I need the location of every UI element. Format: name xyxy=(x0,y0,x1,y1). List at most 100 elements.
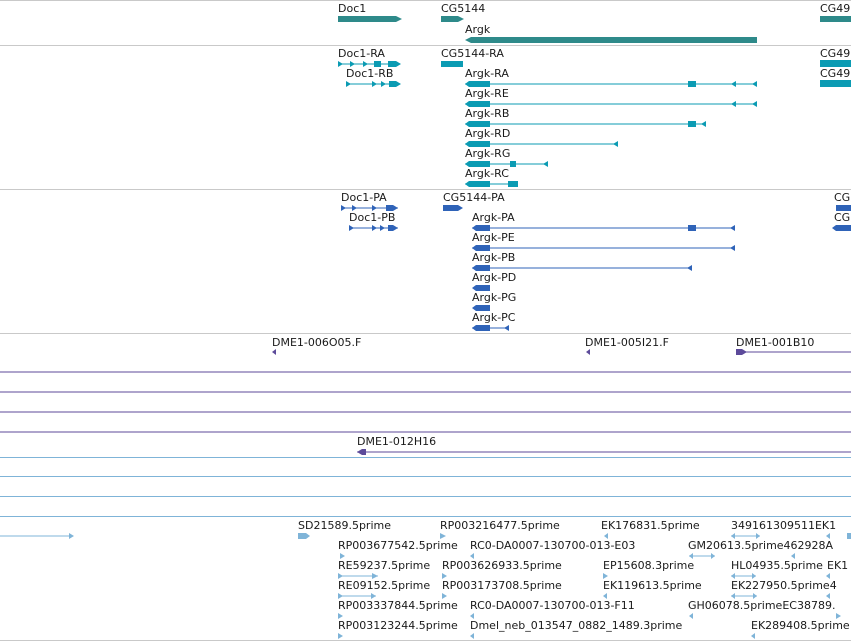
est-glyph[interactable] xyxy=(689,613,693,619)
est-label: Dmel_neb_013547_0882_1489.3prime xyxy=(470,619,683,632)
est-label: RE59237.5prime xyxy=(338,559,431,572)
gene-glyph[interactable] xyxy=(465,37,757,43)
protein-glyph[interactable] xyxy=(341,205,398,211)
transcript-label: Argk-RG xyxy=(465,147,511,160)
protein-glyph[interactable] xyxy=(832,225,851,231)
transcript-label: CG5144-RA xyxy=(441,47,504,60)
transcript-glyph[interactable] xyxy=(465,141,618,147)
bac-glyph[interactable] xyxy=(736,349,851,355)
protein-label: CG xyxy=(834,211,851,224)
gene-label: Argk xyxy=(465,23,491,36)
transcript-glyph[interactable] xyxy=(465,101,757,107)
gene-glyph[interactable] xyxy=(441,16,464,22)
transcript-glyph[interactable] xyxy=(465,121,706,127)
est-glyph[interactable] xyxy=(338,613,343,619)
est-glyph[interactable] xyxy=(603,593,607,599)
est-label: RP003216477.5prime xyxy=(440,519,560,532)
transcript-glyph[interactable] xyxy=(465,81,757,87)
transcript-glyph[interactable] xyxy=(346,81,401,87)
est-glyph[interactable] xyxy=(731,533,760,539)
bac-glyph[interactable] xyxy=(272,349,276,355)
transcript-glyph[interactable] xyxy=(338,61,401,67)
transcript-glyph[interactable] xyxy=(465,161,548,167)
est-glyph[interactable] xyxy=(470,633,474,639)
transcript-label: Argk-RD xyxy=(465,127,511,140)
protein-label: Argk-PA xyxy=(472,211,515,224)
protein-glyph[interactable] xyxy=(472,245,735,251)
transcript-label: Doc1-RA xyxy=(338,47,385,60)
transcript-label: CG49 xyxy=(820,47,851,60)
protein-glyphs xyxy=(341,205,851,331)
protein-glyph[interactable] xyxy=(472,285,490,291)
est-glyph[interactable] xyxy=(603,573,608,579)
protein-glyph[interactable] xyxy=(472,225,735,231)
est-glyph[interactable] xyxy=(847,533,851,539)
transcript-label: Argk-RA xyxy=(465,67,509,80)
est-label: SD21589.5prime xyxy=(298,519,391,532)
est-glyphs xyxy=(0,457,851,639)
transcript-label: Doc1-RB xyxy=(346,67,394,80)
protein-label: Argk-PG xyxy=(472,291,517,304)
est-glyph[interactable] xyxy=(340,553,345,559)
est-glyph[interactable] xyxy=(731,593,757,599)
est-glyph[interactable] xyxy=(689,553,715,559)
est-label: GM20613.5prime462928A xyxy=(688,539,834,552)
est-label: GH06078.5primeEC38789. xyxy=(688,599,836,612)
est-glyph[interactable] xyxy=(442,593,447,599)
protein-glyph[interactable] xyxy=(472,265,692,271)
est-glyph[interactable] xyxy=(298,533,310,539)
est-glyph[interactable] xyxy=(826,593,830,599)
est-label: EK119613.5prime xyxy=(603,579,702,592)
est-glyph[interactable] xyxy=(826,573,830,579)
bac-glyph[interactable] xyxy=(357,449,851,455)
transcript-glyph[interactable] xyxy=(820,80,851,87)
est-glyph[interactable] xyxy=(604,533,608,539)
protein-glyph[interactable] xyxy=(443,205,463,211)
gene-glyph[interactable] xyxy=(820,16,851,22)
gene-span-glyphs xyxy=(338,16,851,43)
est-label: EP15608.3prime xyxy=(603,559,695,572)
est-glyph[interactable] xyxy=(731,573,756,579)
transcript-glyph[interactable] xyxy=(820,60,851,67)
transcript-glyph[interactable] xyxy=(465,181,518,187)
protein-glyph[interactable] xyxy=(836,205,851,211)
protein-label: CG xyxy=(834,191,851,204)
protein-glyph[interactable] xyxy=(472,325,509,331)
est-label: RP003173708.5prime xyxy=(442,579,562,592)
gene-label: Doc1 xyxy=(338,2,367,15)
est-label: RP003626933.5prime xyxy=(442,559,562,572)
transcript-glyphs xyxy=(338,60,851,187)
protein-label: Argk-PC xyxy=(472,311,516,324)
protein-label: Argk-PB xyxy=(472,251,516,264)
est-glyph[interactable] xyxy=(470,613,474,619)
est-glyph[interactable] xyxy=(338,633,343,639)
est-glyph[interactable] xyxy=(440,533,446,539)
protein-glyph[interactable] xyxy=(472,305,490,311)
bac-glyph[interactable] xyxy=(586,349,590,355)
est-glyph[interactable] xyxy=(826,533,830,539)
gene-glyph[interactable] xyxy=(338,16,402,22)
gene-label: CG49 xyxy=(820,2,851,15)
est-glyph[interactable] xyxy=(836,613,841,619)
protein-label: Doc1-PA xyxy=(341,191,387,204)
est-label: RP003677542.5prime xyxy=(338,539,458,552)
gene-label: CG5144 xyxy=(441,2,486,15)
est-glyph[interactable] xyxy=(751,633,755,639)
est-label: HL04935.5prime xyxy=(731,559,823,572)
est-glyph[interactable] xyxy=(470,553,474,559)
est-glyph[interactable] xyxy=(0,533,74,539)
bac-label: DME1-012H16 xyxy=(357,435,437,448)
protein-glyph[interactable] xyxy=(349,225,398,231)
est-label: RE09152.5prime xyxy=(338,579,431,592)
est-glyph[interactable] xyxy=(442,573,447,579)
transcript-glyph[interactable] xyxy=(441,61,463,67)
bac-label: DME1-001B10 xyxy=(736,336,815,349)
est-label: RC0-DA0007-130700-013-F11 xyxy=(470,599,635,612)
est-glyph[interactable] xyxy=(338,573,378,579)
est-glyph[interactable] xyxy=(791,553,795,559)
est-label: EK176831.5prime xyxy=(601,519,700,532)
est-glyph[interactable] xyxy=(338,593,376,599)
protein-label: CG5144-PA xyxy=(443,191,505,204)
